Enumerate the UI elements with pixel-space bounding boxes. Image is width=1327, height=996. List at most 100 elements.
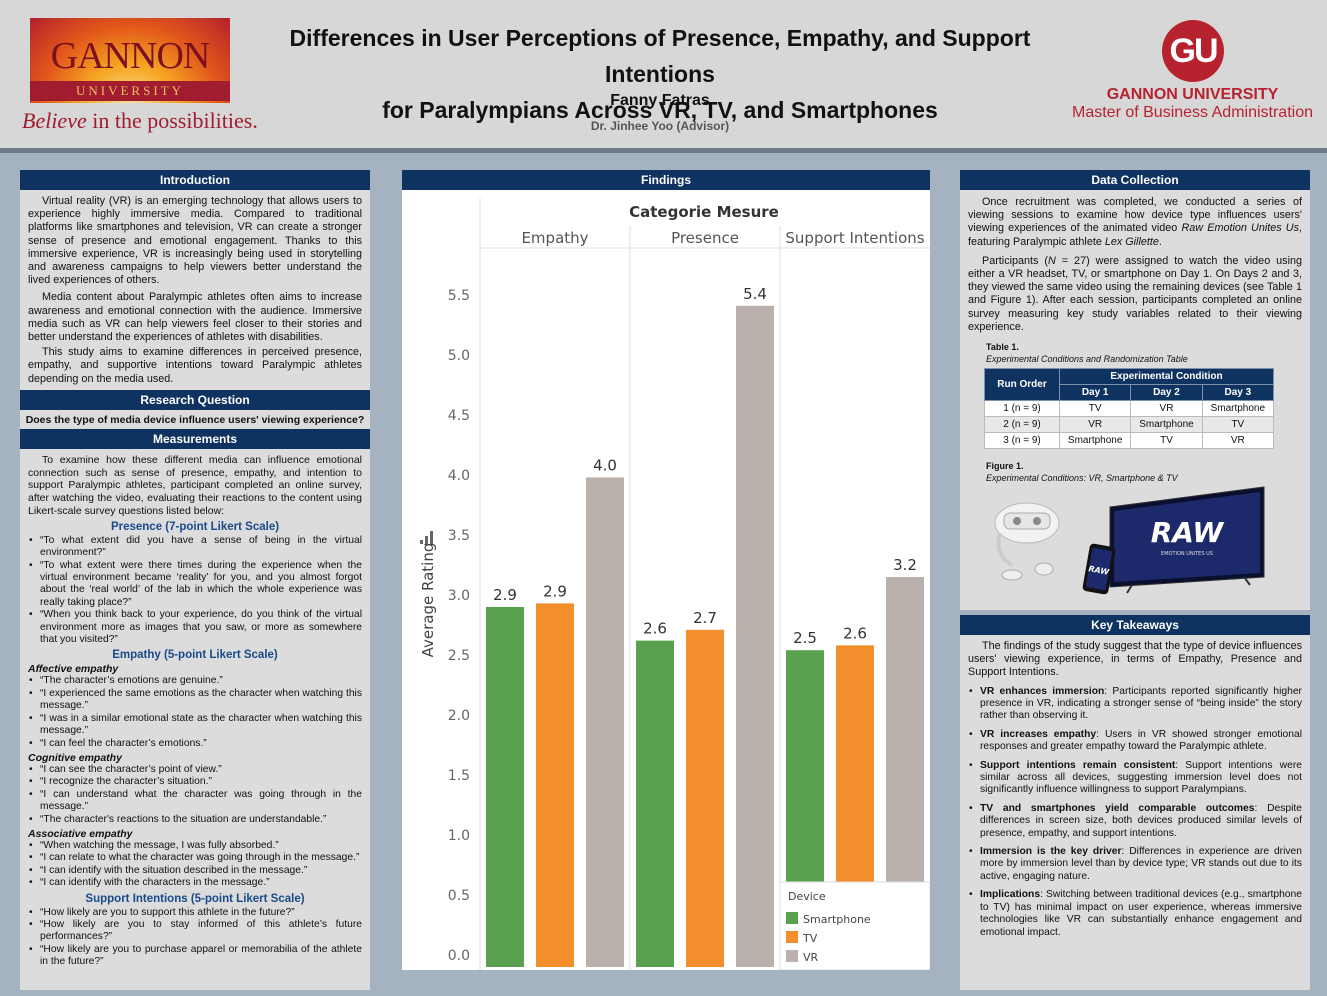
list-item: “The character’s emotions are genuine.” [29, 675, 362, 688]
list-item: Immersion is the key driver: Differences… [969, 846, 1302, 883]
y-tick-label: 5.5 [448, 288, 470, 304]
video-title: Raw Emotion Unites Us [1181, 222, 1299, 235]
associative-label: Associative empathy [28, 827, 133, 840]
devices-figure: RAW EMOTION UNITES US RAW [994, 486, 1265, 595]
data-collection-panel: Data Collection Once recruitment was com… [960, 170, 1310, 610]
cognitive-label: Cognitive empathy [28, 751, 122, 764]
key-takeaways-list: VR enhances immersion: Participants repo… [968, 686, 1302, 939]
y-tick-label: 4.5 [448, 408, 470, 424]
list-item: “How likely are you to purchase apparel … [29, 944, 362, 969]
table-header-day: Day 3 [1201, 384, 1275, 402]
support-items: “How likely are you to support this athl… [28, 907, 362, 969]
chart-grid [479, 198, 930, 970]
title-line-1: Differences in User Perceptions of Prese… [289, 25, 1031, 87]
legend-label: VR [803, 951, 819, 964]
list-item: “When you think back to your experience,… [29, 609, 362, 646]
table-header-day: Day 1 [1058, 384, 1132, 402]
tv-raw-logo: RAW [1151, 516, 1225, 549]
bar-value-label: 2.9 [493, 586, 517, 604]
key-takeaways-intro: The findings of the study suggest that t… [968, 640, 1302, 679]
takeaway-bold: Implications [980, 889, 1041, 901]
list-item: “I can identify with the characters in t… [29, 877, 362, 890]
text-span: = 27) were assigned to watch the video u… [968, 254, 1302, 333]
category-header: Presence [671, 229, 739, 247]
author: Fanny Fatras [610, 92, 710, 109]
poster-title: Differences in User Perceptions of Prese… [250, 20, 1070, 128]
table-cell: 3 (n = 9) [984, 432, 1060, 450]
athlete-name: Lex Gillette [1104, 235, 1159, 248]
advisor: Dr. Jinhee Yoo (Advisor) [590, 119, 730, 133]
chart-labels: 0.0 0.5 1.0 1.5 2.0 2.5 3.0 3.5 4.0 4.5 5.0 5.5 Empa… [448, 229, 925, 964]
list-item: “I can see the character’s point of view… [29, 764, 362, 777]
intro-paragraph-2: Media content about Paralympic athletes … [28, 291, 362, 344]
tv-raw-subtitle: EMOTION UNITES US [1161, 551, 1213, 557]
legend-swatch [786, 912, 798, 924]
table-cell: VR [1130, 400, 1203, 418]
key-takeaways-panel: Key Takeaways The findings of the study … [960, 615, 1310, 990]
y-tick-label: 2.0 [448, 708, 470, 724]
list-item: Support intentions remain consistent: Su… [969, 759, 1302, 797]
logo-name: GANNON [50, 35, 211, 77]
intro-paragraph-3: This study aims to examine differences i… [28, 346, 362, 385]
list-item: “How likely are you to stay informed of … [29, 919, 362, 944]
y-tick-label: 5.0 [448, 348, 470, 364]
cognitive-items: “I can see the character’s point of view… [28, 764, 362, 826]
y-axis-label: Average Rating [419, 543, 437, 658]
chart-title: Categorie Mesure [629, 203, 779, 221]
legend-label: Smartphone [803, 913, 871, 926]
data-collection-paragraph-2: Participants (N = 27) were assigned to w… [968, 255, 1302, 334]
empathy-scale-title: Empathy (5-point Likert Scale) [112, 649, 278, 662]
y-tick-label: 2.5 [448, 648, 470, 664]
bar-tv [686, 629, 724, 967]
logo-university: UNIVERSITY [30, 81, 230, 101]
takeaway-text: : Despite differences in screen size, bo… [980, 802, 1302, 839]
takeaway-text: : Support intentions were similar across… [980, 759, 1302, 796]
y-tick-label: 3.5 [448, 528, 470, 544]
bar-value-label: 2.6 [843, 624, 867, 642]
list-item: “I can relate to what the character was … [29, 852, 362, 865]
gu-program: Master of Business Administration [1072, 104, 1313, 121]
data-collection-paragraph-1: Once recruitment was completed, we condu… [968, 196, 1302, 249]
presence-items: “To what extent did you have a sense of … [28, 535, 362, 647]
list-item: “When watching the message, I was fully … [29, 840, 362, 853]
list-item: “How likely are you to support this athl… [29, 907, 362, 920]
bar-value-label: 2.6 [643, 620, 667, 638]
takeaway-bold: VR increases empathy [980, 728, 1097, 740]
ylabel-bars-icon [420, 531, 433, 544]
gu-name: GANNON UNIVERSITY [1106, 86, 1279, 103]
y-tick-label: 4.0 [448, 468, 470, 484]
findings-heading: Findings [402, 170, 930, 190]
table-header-run-order: Run Order [984, 368, 1060, 402]
chart-legend: Device Smartphone TV VR [779, 881, 930, 970]
table-cell: Smartphone [1058, 432, 1132, 450]
text-span: . [1158, 235, 1162, 248]
bar-value-label: 2.9 [543, 582, 567, 600]
tv-image: RAW EMOTION UNITES US [1109, 486, 1265, 594]
table-row: 1 (n = 9) TV VR Smartphone [984, 400, 1275, 418]
category-header: Support Intentions [785, 229, 924, 247]
tagline: Believe in the possibilities. [22, 108, 258, 134]
table-cell: 1 (n = 9) [984, 400, 1060, 418]
table-cell: 2 (n = 9) [984, 416, 1060, 434]
takeaway-bold: VR enhances immersion [980, 685, 1105, 697]
research-question-heading: Research Question [20, 389, 370, 410]
table-cell: TV [1130, 432, 1203, 450]
table-cell: TV [1201, 416, 1275, 434]
y-tick-label: 0.0 [448, 948, 470, 964]
phone-raw-logo: RAW [1088, 564, 1111, 577]
list-item: VR increases empathy: Users in VR showed… [969, 728, 1302, 754]
list-item: “I can identify with the situation descr… [29, 865, 362, 878]
list-item: “To what extent were there times during … [29, 560, 362, 610]
measurements-intro: To examine how these different media can… [28, 453, 362, 518]
table-cell: VR [1058, 416, 1132, 434]
table-cell: TV [1058, 400, 1132, 418]
intro-paragraph-1: Virtual reality (VR) is an emerging tech… [28, 195, 362, 287]
figure-caption: Experimental Conditions: VR, Smartphone … [986, 473, 1178, 484]
text-span: , featuring Paralympic athlete [968, 222, 1302, 248]
list-item: “I was in a similar emotional state as t… [29, 713, 362, 738]
findings-column: Findings Categorie Mesure 0.0 0.5 1.0 1.5 2.… [402, 170, 930, 970]
gannon-logo: GANNON UNIVERSITY [30, 18, 230, 103]
bar-value-label: 2.5 [793, 629, 817, 647]
vr-headset-image [994, 502, 1060, 581]
title-line-2: for Paralympians Across VR, TV, and Smar… [382, 97, 938, 123]
